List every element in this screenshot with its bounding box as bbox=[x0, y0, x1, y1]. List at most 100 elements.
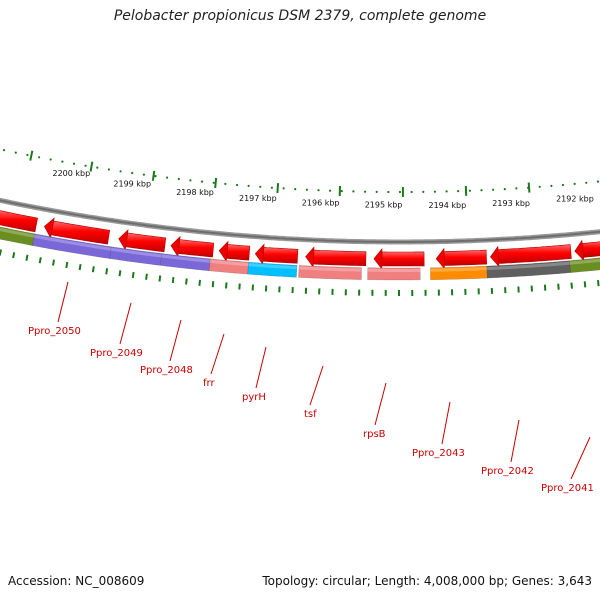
cds-arrow-head bbox=[170, 235, 181, 258]
gene-segment-highlight bbox=[486, 261, 570, 271]
cds-arrow-head bbox=[44, 217, 55, 239]
cds-arrow bbox=[0, 210, 38, 233]
gene-track bbox=[0, 226, 600, 281]
kbp-dot bbox=[49, 158, 52, 161]
kbp-dot bbox=[457, 190, 460, 193]
kbp-scale: 2200 kbp 2199 kbp 2198 kbp 2197 kbp 2196 kbp… bbox=[3, 149, 600, 210]
kbp-major-tick bbox=[527, 182, 531, 193]
gene-segment-highlight bbox=[430, 267, 487, 272]
kbp-dot bbox=[177, 177, 180, 181]
gene-segment bbox=[367, 267, 421, 281]
kbp-major-tick bbox=[151, 170, 156, 181]
kbp-dot bbox=[422, 190, 425, 193]
cds-arrow-head bbox=[490, 245, 500, 268]
cds-arrow-head bbox=[574, 239, 585, 262]
gene-label: Ppro_2049 bbox=[90, 348, 143, 359]
gene-segment-highlight bbox=[33, 234, 112, 251]
kbp-dot bbox=[107, 168, 110, 171]
cds-arrow bbox=[226, 244, 251, 261]
cds-arrow-head bbox=[373, 248, 383, 270]
genome-summary-text: Topology: circular; Length: 4,008,000 bp… bbox=[262, 574, 592, 588]
kbp-dot bbox=[142, 173, 145, 176]
kbp-dot bbox=[38, 156, 41, 159]
kbp-dot bbox=[61, 160, 64, 163]
kbp-dot bbox=[398, 190, 402, 194]
map-title: Pelobacter propionicus DSM 2379, complet… bbox=[113, 8, 487, 24]
cds-arrow-head bbox=[435, 247, 445, 270]
inner-tick bbox=[91, 266, 95, 273]
accession-text: Accession: NC_008609 bbox=[8, 574, 145, 588]
inner-tick bbox=[105, 268, 109, 275]
inner-tick bbox=[65, 261, 69, 269]
inner-tick bbox=[38, 257, 42, 264]
kbp-dot bbox=[492, 188, 495, 191]
kbp-dot bbox=[201, 180, 204, 183]
kbp-label: 2198 kbp bbox=[176, 188, 214, 197]
cds-arrow bbox=[50, 220, 111, 245]
inner-tick bbox=[597, 280, 600, 287]
kbp-dot bbox=[596, 180, 600, 183]
kbp-major-tick bbox=[276, 183, 280, 194]
kbp-dot bbox=[247, 184, 250, 187]
gene-label-leader bbox=[57, 281, 69, 323]
gene-segment-highlight bbox=[248, 263, 297, 270]
gene-label: pyrH bbox=[242, 392, 266, 403]
genome-backbone bbox=[0, 197, 600, 245]
kbp-dot bbox=[503, 188, 506, 191]
kbp-dot bbox=[166, 176, 169, 179]
kbp-dot bbox=[154, 175, 157, 178]
inner-tick bbox=[118, 270, 122, 277]
inner-tick bbox=[131, 271, 135, 279]
kbp-dot bbox=[72, 162, 76, 165]
gene-segment-highlight bbox=[0, 227, 35, 238]
kbp-dot bbox=[515, 187, 518, 190]
kbp-dot bbox=[119, 170, 122, 173]
gene-segment-highlight bbox=[209, 259, 249, 267]
gene-label-leader bbox=[119, 302, 132, 345]
kbp-dot bbox=[282, 187, 285, 190]
gene-label-leader bbox=[441, 401, 451, 445]
kbp-dot bbox=[364, 190, 367, 193]
backbone-line-inner bbox=[0, 199, 600, 243]
inner-tick bbox=[583, 281, 587, 288]
kbp-dot bbox=[189, 179, 192, 182]
kbp-dot bbox=[561, 183, 565, 187]
cds-arrow bbox=[177, 239, 215, 258]
kbp-dot bbox=[433, 190, 436, 193]
cds-arrow bbox=[581, 241, 600, 258]
kbp-dot bbox=[352, 190, 355, 193]
gene-label-leader bbox=[255, 346, 267, 389]
kbp-dot bbox=[96, 166, 99, 169]
kbp-dot bbox=[550, 184, 553, 187]
cds-arrow bbox=[497, 244, 572, 264]
kbp-label: 2197 kbp bbox=[239, 194, 277, 203]
kbp-dot bbox=[270, 186, 273, 189]
kbp-dot bbox=[305, 188, 308, 191]
inner-tick bbox=[225, 282, 228, 289]
inner-tick bbox=[158, 275, 162, 282]
kbp-dot bbox=[329, 189, 332, 192]
cds-arrow bbox=[262, 246, 299, 264]
cds-arrow-head bbox=[118, 229, 129, 251]
gene-label-leader bbox=[169, 319, 182, 362]
cds-arrow-head bbox=[305, 246, 315, 268]
inner-tick bbox=[198, 279, 201, 286]
kbp-label: 2195 kbp bbox=[365, 201, 403, 210]
gene-segment-highlight bbox=[298, 266, 362, 272]
kbp-label: 2200 kbp bbox=[53, 169, 91, 178]
kbp-dot bbox=[235, 183, 239, 187]
kbp-label: 2199 kbp bbox=[113, 179, 151, 188]
kbp-dot bbox=[573, 182, 576, 185]
kbp-dot bbox=[294, 188, 297, 191]
gene-label-leader bbox=[374, 382, 387, 426]
gene-label: Ppro_2041 bbox=[541, 483, 594, 494]
kbp-dot bbox=[480, 189, 483, 192]
kbp-label: 2196 kbp bbox=[302, 199, 340, 208]
inner-tick bbox=[78, 264, 82, 271]
gene-segment bbox=[247, 261, 298, 278]
kbp-dot bbox=[387, 190, 390, 194]
gene-label-leader bbox=[570, 436, 591, 480]
inner-tick bbox=[211, 281, 215, 288]
gene-segment-highlight bbox=[110, 247, 162, 258]
